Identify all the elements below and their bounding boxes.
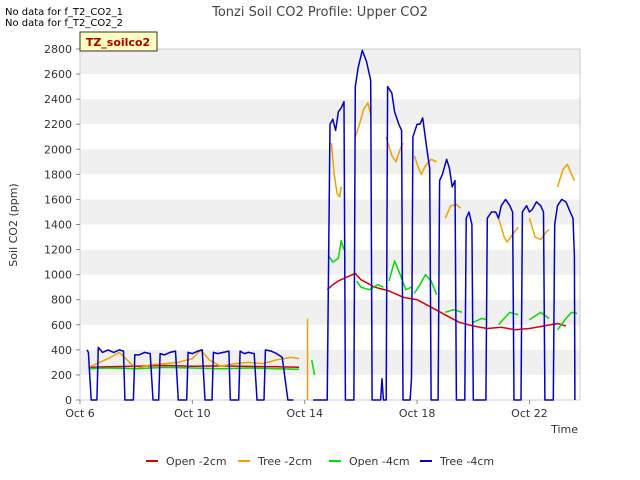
series-line-open-4cm bbox=[472, 317, 488, 323]
no-data-note-2: No data for f_T2_CO2_2 bbox=[5, 18, 123, 29]
y-tick-label: 400 bbox=[51, 344, 72, 357]
legend-label-open-2cm: Open -2cm bbox=[166, 455, 227, 468]
series-lines bbox=[86, 49, 578, 401]
legend-label-open-4cm: Open -4cm bbox=[349, 455, 410, 468]
legend-label-tree-2cm: Tree -2cm bbox=[257, 455, 312, 468]
x-tick-label: Oct 6 bbox=[65, 407, 95, 420]
y-tick-label: 1600 bbox=[44, 193, 72, 206]
x-tick-label: Oct 18 bbox=[399, 407, 436, 420]
y-tick-label: 1200 bbox=[44, 244, 72, 257]
series-line-open-4cm bbox=[356, 280, 384, 291]
series-line-tree-2cm bbox=[330, 142, 342, 198]
series-line-open-4cm bbox=[310, 359, 316, 376]
y-tick-label: 2400 bbox=[44, 93, 72, 106]
badge: TZ_soilco2 bbox=[79, 31, 158, 52]
plot-band bbox=[80, 374, 580, 400]
series-line-tree-2cm bbox=[556, 163, 576, 188]
series-line-open-4cm bbox=[497, 311, 519, 326]
series-line-tree-2cm bbox=[444, 203, 462, 219]
y-tick-label: 200 bbox=[51, 369, 72, 382]
y-tick-label: 1400 bbox=[44, 219, 72, 232]
x-axis: Oct 6 Oct 10 Oct 14 Oct 18 Oct 22 bbox=[65, 400, 548, 420]
series-line-open-4cm bbox=[444, 308, 463, 314]
badge-label: TZ_soilco2 bbox=[86, 36, 150, 49]
plot-band bbox=[80, 99, 580, 125]
x-tick-label: Oct 14 bbox=[286, 407, 323, 420]
plot-band bbox=[80, 249, 580, 275]
legend-label-tree-4cm: Tree -4cm bbox=[439, 455, 494, 468]
series-line-open-4cm bbox=[528, 311, 550, 321]
plot-band bbox=[80, 74, 580, 100]
x-axis-label: Time bbox=[550, 423, 578, 436]
plot-band bbox=[80, 199, 580, 225]
no-data-note-1: No data for f_T2_CO2_1 bbox=[5, 7, 123, 18]
chart-title: Tonzi Soil CO2 Profile: Upper CO2 bbox=[211, 5, 428, 20]
series-line-open-4cm bbox=[388, 260, 412, 291]
plot-band bbox=[80, 49, 580, 75]
y-tick-label: 600 bbox=[51, 319, 72, 332]
plot-bands bbox=[80, 49, 580, 400]
x-tick-label: Oct 10 bbox=[174, 407, 211, 420]
y-tick-label: 2600 bbox=[44, 68, 72, 81]
plot-band bbox=[80, 224, 580, 250]
y-tick-label: 2000 bbox=[44, 143, 72, 156]
series-line-open-4cm bbox=[88, 366, 300, 371]
series-line-tree-2cm bbox=[413, 155, 438, 176]
y-axis: 0 200 400 600 800 1000 1200 1400 1600 1800 2000 220… bbox=[44, 43, 80, 407]
x-tick-label: Oct 22 bbox=[511, 407, 548, 420]
y-tick-label: 800 bbox=[51, 294, 72, 307]
plot-band bbox=[80, 324, 580, 350]
series-line-tree-2cm bbox=[354, 102, 372, 138]
series-line-open-4cm bbox=[327, 240, 345, 263]
series-line-open-4cm bbox=[413, 273, 438, 295]
series-line-tree-4cm bbox=[86, 346, 294, 401]
y-tick-label: 2800 bbox=[44, 43, 72, 56]
y-tick-label: 1800 bbox=[44, 168, 72, 181]
y-tick-label: 1000 bbox=[44, 269, 72, 282]
series-line-tree-4cm bbox=[313, 49, 576, 401]
legend: Open -2cm Tree -2cm Open -4cm Tree -4cm bbox=[146, 455, 494, 468]
plot-band bbox=[80, 349, 580, 375]
y-axis-label: Soil CO2 (ppm) bbox=[7, 183, 20, 266]
plot-band bbox=[80, 299, 580, 325]
series-line-tree-2cm bbox=[528, 217, 550, 241]
y-tick-label: 2200 bbox=[44, 118, 72, 131]
series-line-open-2cm bbox=[88, 364, 300, 369]
y-tick-label: 0 bbox=[65, 394, 72, 407]
series-line-tree-2cm bbox=[497, 217, 519, 243]
